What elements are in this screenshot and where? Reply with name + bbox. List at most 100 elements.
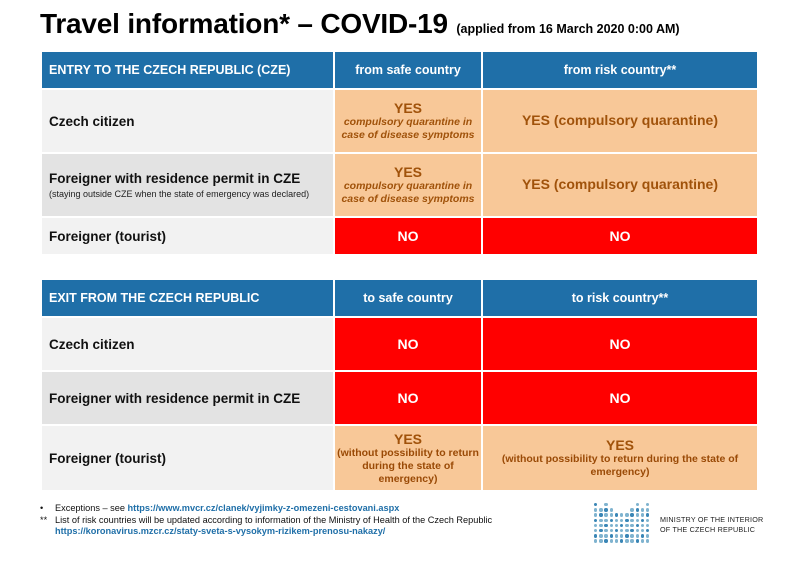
exit-czech-safe-cell: NO [333,316,483,372]
logo-dot [646,513,650,517]
logo-dot [640,534,645,538]
logo-dot [609,508,613,512]
entry-czech-risk-cell: YES (compulsory quarantine) [481,88,759,154]
row-label: Foreigner with residence permit in CZE [40,370,335,426]
logo-dot [630,513,634,517]
logo-dot [604,539,608,543]
logo-dot [646,529,650,533]
logo-dot [646,503,650,507]
logo-dot [635,513,639,517]
yes-text: YES [393,164,422,180]
footnote-risk-countries: ** List of risk countries will be update… [40,515,492,538]
yes-text: YES (compulsory quarantine) [521,176,719,192]
logo-dot [614,534,619,538]
logo-dot [625,523,629,528]
yes-detail: (without possibility to return during th… [501,453,739,478]
footnote-risk-text: List of risk countries will be updated a… [55,514,493,525]
exit-czech-risk-cell: NO [481,316,759,372]
logo-dot [630,534,634,538]
ministry-dots-icon [594,503,652,545]
logo-dot [599,534,603,538]
logo-dot [635,508,639,512]
footnote-exceptions-text: Exceptions – see [55,503,128,513]
entry-row-foreigner-resident: Foreigner with residence permit in CZE (… [40,152,759,218]
double-asterisk-mark: ** [40,514,48,525]
footnote-exceptions: • Exceptions – see https://www.mvcr.cz/c… [40,503,492,515]
entry-row-tourist: Foreigner (tourist) NO NO [40,216,759,256]
exit-header-label: EXIT FROM THE CZECH REPUBLIC [40,278,335,318]
logo-dot [594,508,598,512]
footnotes: • Exceptions – see https://www.mvcr.cz/c… [40,503,492,538]
logo-dot [646,508,650,512]
ministry-name-line2: OF THE CZECH REPUBLIC [660,524,756,534]
logo-dot [604,529,608,533]
row-label: Foreigner (tourist) [40,216,335,256]
bullet-mark: • [40,503,44,513]
entry-tourist-risk-cell: NO [481,216,759,256]
exceptions-link[interactable]: https://www.mvcr.cz/clanek/vyjimky-z-ome… [127,503,400,513]
logo-dot [630,508,634,512]
title-subtitle: (applied from 16 March 2020 0:00 AM) [456,22,680,36]
page-title: Travel information* – COVID-19 (applied … [40,8,680,40]
logo-dot [630,518,634,522]
logo-dot [646,518,650,522]
exit-header-row: EXIT FROM THE CZECH REPUBLIC to safe cou… [40,278,759,318]
logo-dot [646,539,650,543]
logo-dot [609,539,613,543]
logo-dot [630,539,634,543]
logo-dot [620,518,624,522]
logo-dot [594,518,598,522]
entry-tourist-safe-cell: NO [333,216,483,256]
logo-dot [630,529,634,533]
logo-dot [640,529,645,533]
exit-resident-risk-cell: NO [481,370,759,426]
yes-text: YES (compulsory quarantine) [521,112,719,128]
entry-table: ENTRY TO THE CZECH REPUBLIC (CZE) from s… [40,50,759,256]
yes-text: YES [393,100,422,116]
logo-dot [640,513,645,517]
logo-dot [635,534,639,538]
logo-dot [620,513,624,517]
ministry-name: MINISTRY OF THE INTERIOR OF THE CZECH RE… [660,515,763,534]
entry-header-risk: from risk country** [481,50,759,90]
logo-dot [599,523,603,528]
logo-dot [620,539,624,543]
logo-dot [594,529,598,533]
logo-dot [594,539,598,543]
row-label: Czech citizen [40,88,335,154]
logo-dot [635,539,639,543]
logo-dot [594,513,598,517]
exit-header-safe: to safe country [333,278,483,318]
title-main: Travel information* – COVID-19 [40,8,448,39]
row-label-text: Czech citizen [49,336,135,352]
logo-dot [594,523,598,528]
row-label-text: Foreigner with residence permit in CZE [49,170,301,186]
yes-text: YES [605,437,634,453]
risk-countries-link[interactable]: https://koronavirus.mzcr.cz/staty-sveta-… [55,526,386,536]
yes-text: YES [393,430,422,447]
entry-resident-risk-cell: YES (compulsory quarantine) [481,152,759,218]
row-label: Foreigner (tourist) [40,424,335,492]
yes-detail: (without possibility to return during th… [337,446,479,485]
row-label: Czech citizen [40,316,335,372]
logo-dot [620,534,624,538]
row-label: Foreigner with residence permit in CZE (… [40,152,335,218]
yes-detail: compulsory quarantine in case of disease… [341,180,475,205]
logo-dot [599,518,603,522]
logo-dot [625,518,629,522]
row-label-text: Foreigner (tourist) [49,228,166,244]
logo-dot [635,518,639,522]
logo-dot [620,529,624,533]
logo-dot [625,529,629,533]
logo-dot [635,529,639,533]
exit-table: EXIT FROM THE CZECH REPUBLIC to safe cou… [40,278,759,492]
row-label-note: (staying outside CZE when the state of e… [49,188,310,199]
ministry-name-line1: MINISTRY OF THE INTERIOR [660,515,764,524]
logo-dot [599,513,603,517]
logo-dot [604,523,608,528]
entry-header-safe: from safe country [333,50,483,90]
row-label-text: Czech citizen [49,113,135,129]
logo-dot [614,513,619,517]
exit-header-risk: to risk country** [481,278,759,318]
logo-dot [604,513,608,517]
